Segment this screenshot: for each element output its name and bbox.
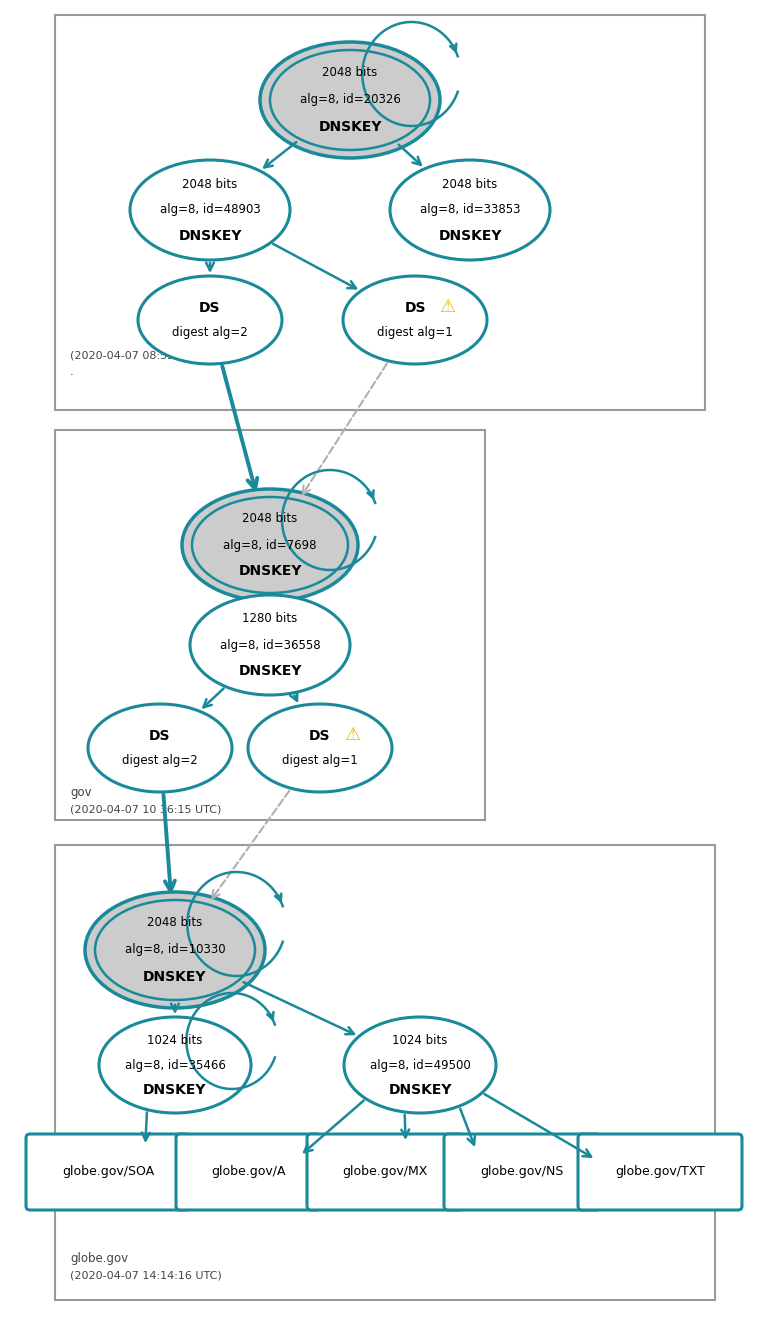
Text: alg=8, id=7698: alg=8, id=7698 (223, 539, 317, 552)
FancyBboxPatch shape (307, 1134, 463, 1210)
FancyBboxPatch shape (578, 1134, 742, 1210)
Text: DNSKEY: DNSKEY (143, 1082, 207, 1097)
Text: DNSKEY: DNSKEY (439, 228, 502, 243)
Ellipse shape (130, 160, 290, 260)
Text: .: . (70, 366, 74, 378)
Text: (2020-04-07 08:55:52 UTC): (2020-04-07 08:55:52 UTC) (70, 350, 222, 360)
Text: 2048 bits: 2048 bits (242, 512, 298, 525)
Text: alg=8, id=36558: alg=8, id=36558 (220, 639, 320, 652)
Text: DNSKEY: DNSKEY (238, 564, 302, 578)
Text: ⚠: ⚠ (344, 726, 360, 743)
FancyBboxPatch shape (176, 1134, 320, 1210)
Text: 1024 bits: 1024 bits (147, 1034, 203, 1047)
Text: 2048 bits: 2048 bits (442, 177, 498, 190)
Text: alg=8, id=33853: alg=8, id=33853 (420, 203, 521, 216)
Text: globe.gov: globe.gov (70, 1251, 128, 1265)
Text: alg=8, id=10330: alg=8, id=10330 (125, 944, 225, 957)
Text: gov: gov (70, 785, 92, 799)
Text: DS: DS (199, 301, 220, 314)
Text: alg=8, id=35466: alg=8, id=35466 (125, 1059, 226, 1072)
Text: DNSKEY: DNSKEY (179, 228, 242, 243)
Ellipse shape (344, 1016, 496, 1113)
Bar (55, 15, 705, 411)
FancyBboxPatch shape (26, 1134, 190, 1210)
Text: alg=8, id=48903: alg=8, id=48903 (160, 203, 261, 216)
Ellipse shape (260, 42, 440, 158)
Bar (55, 430, 485, 820)
Ellipse shape (390, 160, 550, 260)
FancyBboxPatch shape (444, 1134, 600, 1210)
Text: DS: DS (404, 301, 426, 314)
Text: globe.gov/SOA: globe.gov/SOA (62, 1166, 154, 1179)
Text: (2020-04-07 14:14:16 UTC): (2020-04-07 14:14:16 UTC) (70, 1270, 222, 1280)
Ellipse shape (343, 276, 487, 364)
Text: digest alg=2: digest alg=2 (122, 754, 198, 767)
Ellipse shape (182, 488, 358, 601)
Ellipse shape (88, 704, 232, 792)
Text: globe.gov/TXT: globe.gov/TXT (615, 1166, 705, 1179)
Text: (2020-04-07 10 36:15 UTC): (2020-04-07 10 36:15 UTC) (70, 804, 221, 814)
Text: globe.gov/A: globe.gov/A (211, 1166, 285, 1179)
Ellipse shape (99, 1016, 251, 1113)
Text: DNSKEY: DNSKEY (388, 1082, 451, 1097)
Text: globe.gov/NS: globe.gov/NS (480, 1166, 564, 1179)
Ellipse shape (85, 892, 265, 1008)
Ellipse shape (192, 498, 348, 593)
Text: globe.gov/MX: globe.gov/MX (342, 1166, 428, 1179)
Text: DNSKEY: DNSKEY (143, 970, 207, 983)
Text: alg=8, id=49500: alg=8, id=49500 (369, 1059, 470, 1072)
Text: digest alg=1: digest alg=1 (377, 326, 453, 339)
Text: alg=8, id=20326: alg=8, id=20326 (299, 94, 401, 107)
Text: DNSKEY: DNSKEY (318, 120, 382, 135)
Text: 2048 bits: 2048 bits (182, 177, 238, 190)
Text: ⚠: ⚠ (439, 298, 455, 315)
Text: digest alg=1: digest alg=1 (282, 754, 358, 767)
Text: DS: DS (309, 729, 331, 743)
Text: 1024 bits: 1024 bits (392, 1034, 448, 1047)
Ellipse shape (138, 276, 282, 364)
Bar (55, 845, 715, 1300)
Text: 2048 bits: 2048 bits (147, 916, 203, 929)
Ellipse shape (190, 595, 350, 696)
Text: DNSKEY: DNSKEY (238, 664, 302, 678)
Text: 1280 bits: 1280 bits (242, 612, 298, 626)
Ellipse shape (270, 50, 430, 150)
Text: DS: DS (149, 729, 171, 743)
Text: digest alg=2: digest alg=2 (172, 326, 248, 339)
Ellipse shape (248, 704, 392, 792)
Ellipse shape (95, 900, 255, 1001)
Text: 2048 bits: 2048 bits (322, 66, 378, 79)
